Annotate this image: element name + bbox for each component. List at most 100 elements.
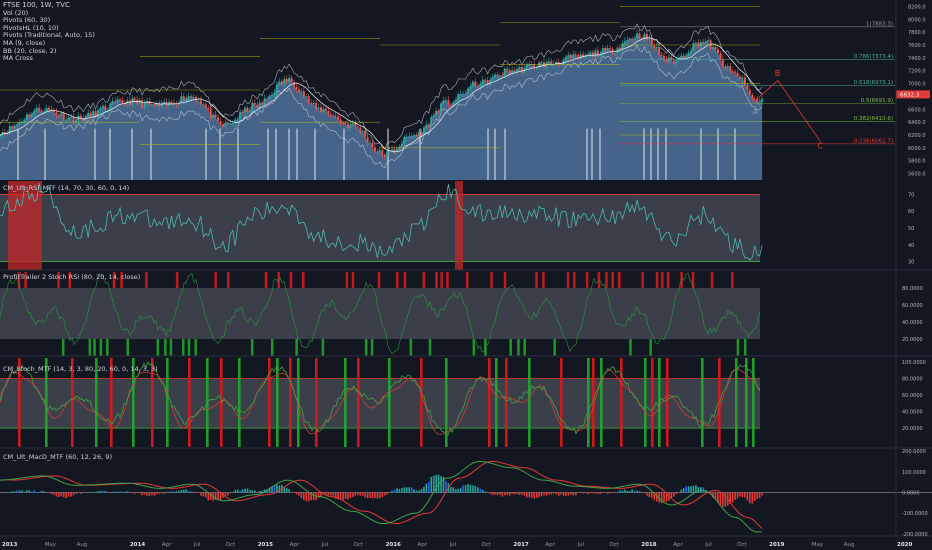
macd-histogram-bar bbox=[143, 492, 146, 495]
legend-line[interactable]: MA (9, close) bbox=[3, 38, 46, 47]
candle-body bbox=[126, 100, 129, 104]
candle-body bbox=[315, 103, 318, 109]
candle-body bbox=[344, 122, 347, 124]
candle-body bbox=[579, 54, 582, 59]
candle-body bbox=[393, 149, 396, 152]
candle-body bbox=[55, 112, 58, 116]
legend-line[interactable]: PivotsHL (10, 10) bbox=[3, 23, 59, 32]
macd-histogram-bar bbox=[349, 492, 352, 498]
macd-pane-title[interactable]: CM_Ult_MacD_MTF (60, 12, 26, 9) bbox=[3, 453, 112, 461]
macd-histogram-bar bbox=[295, 492, 298, 495]
time-axis-bg bbox=[0, 537, 932, 550]
stoch-sell-bar bbox=[488, 358, 491, 447]
stoch-rsi-pane-title[interactable]: ProfitTrailer 2 Stoch RSI (80, 20, 14, c… bbox=[3, 273, 141, 281]
candle-body bbox=[11, 126, 14, 129]
time-axis-tick: Jul bbox=[576, 542, 584, 548]
candle-body bbox=[447, 99, 450, 105]
candle-body bbox=[685, 55, 688, 58]
candle-body bbox=[464, 93, 467, 95]
stoch-axis-tick: 60.0000 bbox=[902, 393, 923, 399]
candle-body bbox=[454, 100, 457, 103]
macd-histogram-bar bbox=[756, 492, 758, 499]
price-axis-tick: 5800.0 bbox=[908, 159, 926, 165]
candle-body bbox=[273, 92, 276, 95]
macd-histogram-bar bbox=[129, 492, 131, 493]
macd-histogram-bar bbox=[298, 492, 300, 496]
macd-histogram-bar bbox=[401, 488, 403, 493]
macd-histogram-bar bbox=[26, 490, 28, 493]
candle-body bbox=[467, 88, 470, 94]
candle-body bbox=[557, 62, 560, 64]
candle-body bbox=[616, 47, 619, 54]
macd-histogram-bar bbox=[33, 490, 36, 493]
legend-line[interactable]: MA Cross bbox=[3, 54, 33, 63]
macd-histogram-bar bbox=[87, 492, 90, 493]
macd-histogram-bar bbox=[413, 489, 415, 493]
fib-level-label: 0.618(6973.1) bbox=[854, 80, 893, 86]
candle-body bbox=[591, 52, 594, 57]
macd-histogram-bar bbox=[717, 492, 719, 503]
candle-body bbox=[743, 77, 746, 85]
rsi-pane-title[interactable]: CM_Ult_RSI_MTF (14, 70, 30, 60, 0, 14) bbox=[3, 184, 130, 192]
macd-histogram-bar bbox=[633, 491, 636, 493]
stoch-buy-bar bbox=[528, 358, 531, 447]
stoch-rsi-overbought-bar bbox=[446, 272, 449, 288]
candle-body bbox=[231, 123, 234, 125]
stoch-buy-bar bbox=[276, 358, 279, 447]
stoch-rsi-overbought-bar bbox=[422, 272, 426, 288]
stoch-rsi-axis-tick: 80.0000 bbox=[902, 286, 923, 292]
macd-histogram-bar bbox=[570, 492, 572, 495]
time-axis-tick: Oct bbox=[737, 542, 747, 548]
candle-body bbox=[307, 96, 310, 104]
candle-body bbox=[258, 102, 261, 108]
macd-histogram-bar bbox=[307, 492, 310, 502]
wave-label-b: B bbox=[775, 69, 781, 78]
macd-histogram-bar bbox=[663, 492, 665, 502]
macd-histogram-bar bbox=[187, 491, 190, 493]
candle-body bbox=[721, 59, 724, 67]
price-pane[interactable]: 1(7883.3) 0.786(7373.4) 0.618(6973.1) 0.5(6… bbox=[0, 6, 895, 181]
legend-line[interactable]: Vol (20) bbox=[3, 8, 29, 17]
macd-histogram-bar bbox=[369, 492, 371, 498]
candle-body bbox=[506, 68, 509, 71]
candle-body bbox=[741, 77, 744, 79]
legend-line[interactable]: Pivots (Traditional, Auto, 15) bbox=[3, 31, 95, 40]
stoch-sell-bar bbox=[151, 358, 154, 447]
candle-body bbox=[376, 151, 379, 153]
macd-histogram-bar bbox=[428, 481, 430, 493]
stoch-rsi-oversold-bar bbox=[182, 339, 185, 356]
stoch-rsi-oversold-bar bbox=[472, 339, 476, 356]
macd-histogram-bar bbox=[464, 485, 467, 493]
wave-projection[interactable] bbox=[756, 79, 821, 142]
stoch-pane-title[interactable]: CM_Stoch_MTF (14, 3, 3, 80, 20, 60, 0, 1… bbox=[3, 365, 158, 373]
legend-line[interactable]: BB (20, close, 2) bbox=[3, 46, 57, 55]
candle-body bbox=[158, 103, 161, 107]
macd-histogram-bar bbox=[276, 484, 278, 493]
macd-histogram-bar bbox=[567, 492, 570, 496]
rsi-pane[interactable] bbox=[0, 181, 932, 271]
candle-body bbox=[128, 100, 131, 106]
rsi-axis-tick: 60 bbox=[908, 209, 914, 215]
macd-pane[interactable] bbox=[0, 460, 932, 537]
candle-body bbox=[175, 104, 178, 106]
symbol-title[interactable]: FTSE 100, 1W, TVC bbox=[3, 1, 70, 9]
macd-histogram-bar bbox=[116, 492, 119, 493]
stoch-pane[interactable] bbox=[0, 358, 932, 449]
stoch-rsi-pane[interactable] bbox=[0, 272, 932, 357]
candle-body bbox=[327, 110, 330, 115]
candle-body bbox=[569, 54, 572, 58]
candle-body bbox=[182, 96, 185, 101]
candle-body bbox=[62, 113, 65, 121]
stoch-rsi-oversold-bar bbox=[99, 339, 103, 356]
legend-line[interactable]: Pivots (60, 30) bbox=[3, 16, 51, 25]
candle-body bbox=[317, 107, 320, 109]
candle-body bbox=[748, 89, 751, 95]
candle-body bbox=[614, 53, 617, 55]
candle-body bbox=[197, 100, 200, 102]
candle-body bbox=[618, 47, 621, 50]
candle-body bbox=[45, 107, 48, 112]
stoch-rsi-overbought-bar bbox=[227, 272, 230, 288]
macd-histogram-bar bbox=[195, 492, 197, 493]
stoch-rsi-overbought-bar bbox=[465, 272, 469, 288]
macd-histogram-bar bbox=[383, 492, 386, 496]
